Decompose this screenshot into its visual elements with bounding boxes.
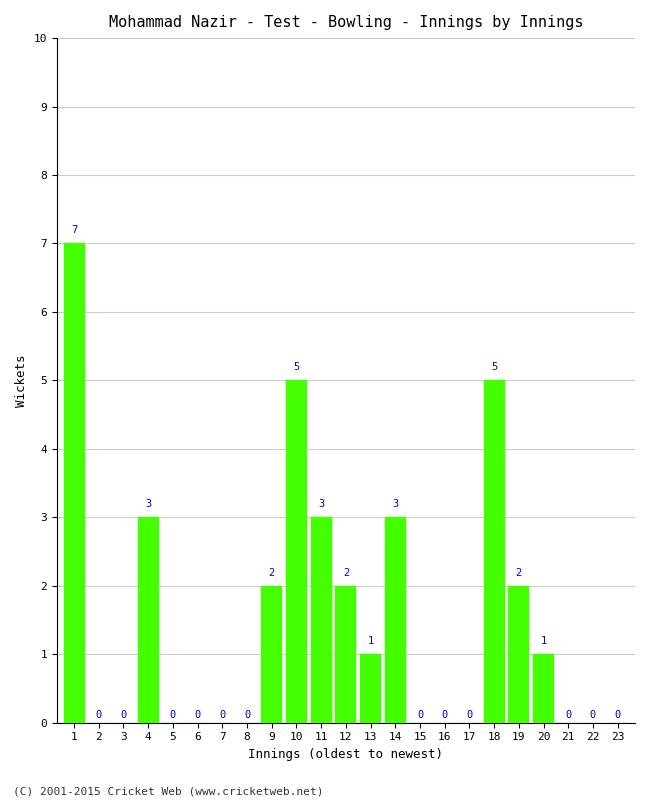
X-axis label: Innings (oldest to newest): Innings (oldest to newest) (248, 748, 443, 761)
Bar (64, 243, 84, 722)
Bar (286, 381, 307, 722)
Text: (C) 2001-2015 Cricket Web (www.cricketweb.net): (C) 2001-2015 Cricket Web (www.cricketwe… (13, 786, 324, 796)
Text: 7: 7 (71, 226, 77, 235)
Bar (385, 518, 406, 722)
Bar (138, 518, 159, 722)
Text: 2: 2 (515, 567, 522, 578)
Text: 5: 5 (293, 362, 300, 372)
Text: 0: 0 (441, 710, 448, 720)
Text: 0: 0 (615, 710, 621, 720)
Bar (360, 654, 381, 722)
Text: 2: 2 (268, 567, 275, 578)
Text: 0: 0 (96, 710, 102, 720)
Bar (484, 381, 504, 722)
Y-axis label: Wickets: Wickets (15, 354, 28, 406)
Text: 0: 0 (194, 710, 201, 720)
Text: 1: 1 (367, 636, 374, 646)
Text: 0: 0 (417, 710, 423, 720)
Text: 5: 5 (491, 362, 497, 372)
Text: 0: 0 (244, 710, 250, 720)
Text: 2: 2 (343, 567, 349, 578)
Bar (508, 586, 529, 722)
Text: 0: 0 (565, 710, 571, 720)
Text: 0: 0 (590, 710, 596, 720)
Bar (311, 518, 332, 722)
Bar (261, 586, 282, 722)
Text: 1: 1 (540, 636, 547, 646)
Text: 0: 0 (120, 710, 127, 720)
Text: 0: 0 (219, 710, 226, 720)
Text: 0: 0 (170, 710, 176, 720)
Text: 3: 3 (392, 499, 398, 509)
Text: 0: 0 (466, 710, 473, 720)
Text: 3: 3 (145, 499, 151, 509)
Bar (335, 586, 356, 722)
Bar (533, 654, 554, 722)
Title: Mohammad Nazir - Test - Bowling - Innings by Innings: Mohammad Nazir - Test - Bowling - Inning… (109, 15, 583, 30)
Text: 3: 3 (318, 499, 324, 509)
